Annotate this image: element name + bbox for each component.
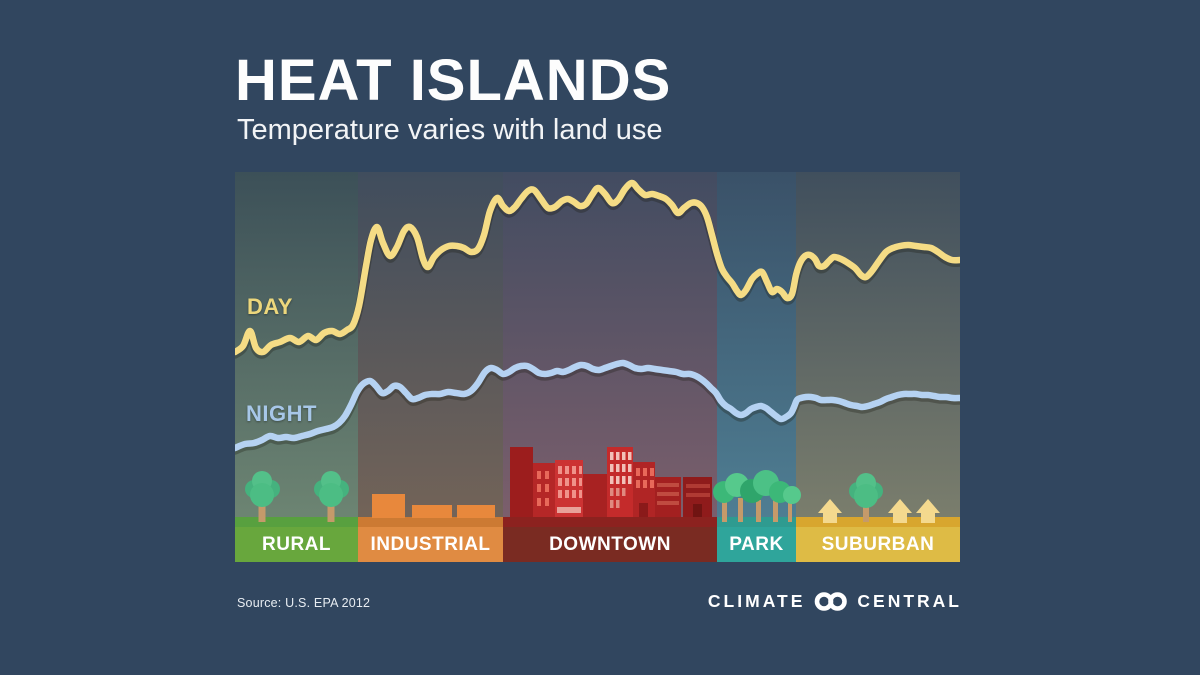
interlocking-rings-icon bbox=[815, 592, 848, 611]
night-curve bbox=[235, 359, 960, 452]
zone-label-text: PARK bbox=[729, 533, 784, 555]
zone-ground-industrial bbox=[358, 517, 503, 527]
day-curve bbox=[235, 179, 960, 356]
zone-label-text: INDUSTRIAL bbox=[370, 533, 491, 555]
zone-label-text: RURAL bbox=[262, 533, 331, 555]
heat-island-chart: DAY NIGHT RURAL INDUSTRIAL DOWNTOWN PARK SUB… bbox=[235, 172, 960, 562]
source-attribution: Source: U.S. EPA 2012 bbox=[237, 596, 371, 610]
zone-label-text: DOWNTOWN bbox=[549, 533, 671, 555]
zone-label-downtown: DOWNTOWN bbox=[503, 527, 717, 562]
night-series-label: NIGHT bbox=[246, 401, 317, 426]
rural-tree-icon bbox=[314, 471, 349, 522]
zone-ground-downtown bbox=[503, 517, 717, 527]
brand-word-climate: CLIMATE bbox=[707, 591, 806, 611]
zone-label-rural: RURAL bbox=[235, 527, 358, 562]
park-trees-icon bbox=[713, 470, 801, 522]
zone-label-strip: RURAL INDUSTRIAL DOWNTOWN PARK SUBURBAN bbox=[235, 527, 960, 562]
zone-label-text: SUBURBAN bbox=[821, 533, 935, 555]
house-icon bbox=[888, 499, 912, 523]
rural-tree-icon bbox=[245, 471, 280, 522]
zone-illustrations bbox=[245, 447, 940, 523]
zone-label-industrial: INDUSTRIAL bbox=[358, 527, 503, 562]
page-subtitle: Temperature varies with land use bbox=[237, 114, 663, 146]
suburban-tree-icon bbox=[849, 473, 883, 522]
temperature-curves bbox=[235, 179, 960, 455]
zone-bands bbox=[235, 172, 960, 527]
factory-icon bbox=[372, 494, 495, 518]
climate-central-logo: CLIMATE CENTRAL bbox=[708, 591, 962, 612]
downtown-buildings-icon bbox=[510, 447, 712, 517]
day-series-label: DAY bbox=[247, 294, 293, 319]
zone-ground-rural bbox=[235, 517, 358, 527]
zone-ground-suburban bbox=[796, 517, 960, 527]
brand-word-central: CENTRAL bbox=[857, 591, 962, 611]
zone-label-park: PARK bbox=[717, 527, 796, 562]
page-title: HEAT ISLANDS bbox=[235, 48, 672, 113]
house-icon bbox=[916, 499, 940, 523]
house-icon bbox=[818, 499, 842, 523]
zone-label-suburban: SUBURBAN bbox=[796, 527, 960, 562]
zone-band-park bbox=[717, 172, 796, 527]
zone-band-suburban bbox=[796, 172, 960, 527]
